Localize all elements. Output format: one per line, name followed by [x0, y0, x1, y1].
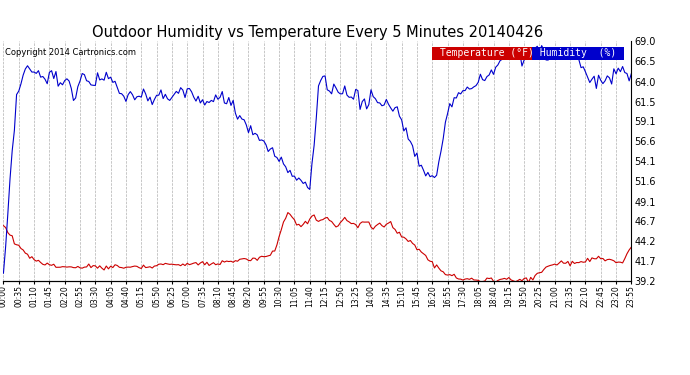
- Text: Copyright 2014 Cartronics.com: Copyright 2014 Cartronics.com: [5, 48, 136, 57]
- Text: Humidity  (%): Humidity (%): [534, 48, 622, 58]
- Title: Outdoor Humidity vs Temperature Every 5 Minutes 20140426: Outdoor Humidity vs Temperature Every 5 …: [92, 25, 543, 40]
- Text: Temperature (°F): Temperature (°F): [433, 48, 540, 58]
